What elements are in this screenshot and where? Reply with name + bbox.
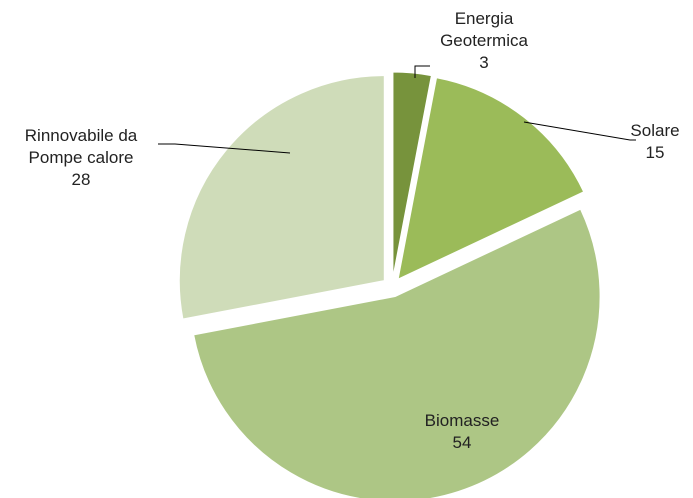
pie-slice bbox=[178, 75, 385, 320]
value-label: 54 bbox=[452, 433, 472, 452]
value-label: 28 bbox=[71, 170, 91, 189]
leader-lines bbox=[158, 65, 636, 154]
pie-slice bbox=[397, 77, 585, 280]
category-label: Biomasse bbox=[424, 411, 500, 430]
category-label: Solare bbox=[630, 121, 680, 140]
category-label: Energia Geotermica bbox=[440, 9, 528, 50]
leader-line bbox=[158, 143, 291, 154]
leader-line bbox=[414, 65, 430, 78]
slice-label: Rinnovabile da Pompe calore 28 bbox=[0, 125, 162, 191]
value-label: 15 bbox=[645, 143, 665, 162]
slice-label: Biomasse 54 bbox=[397, 410, 527, 454]
slice-label: Energia Geotermica 3 bbox=[429, 8, 539, 74]
value-label: 3 bbox=[479, 53, 489, 72]
pie-slice bbox=[392, 71, 432, 278]
category-label: Rinnovabile da Pompe calore bbox=[24, 126, 138, 167]
slice-label: Solare 15 bbox=[620, 120, 690, 164]
leader-line bbox=[523, 121, 636, 141]
pie-slice bbox=[193, 208, 601, 498]
